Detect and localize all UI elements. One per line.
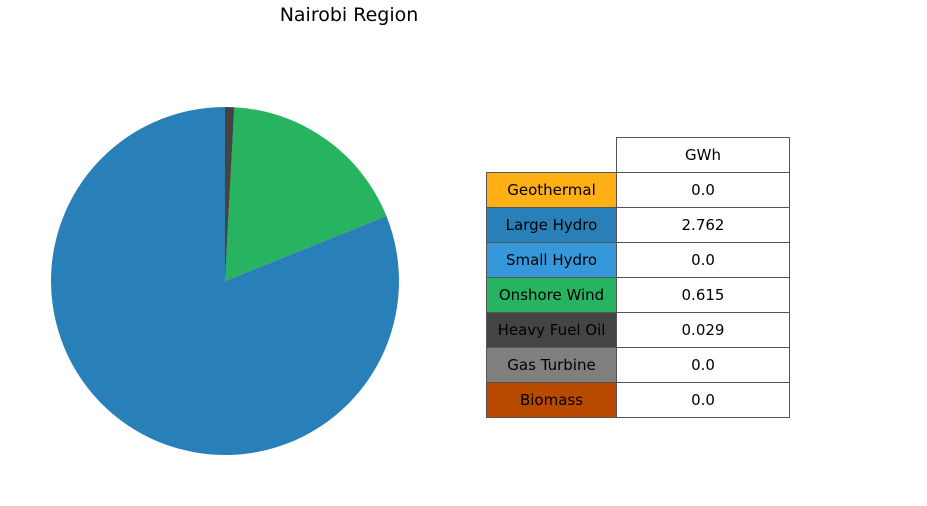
legend-label: Heavy Fuel Oil [486,312,617,348]
table-row: Biomass 0.0 [486,382,790,418]
legend-value: 0.0 [616,347,790,383]
legend-table: GWh Geothermal 0.0 Large Hydro 2.762 Small H… [486,137,790,418]
legend-value: 0.0 [616,242,790,278]
legend-label: Gas Turbine [486,347,617,383]
legend-value: 0.029 [616,312,790,348]
pie-slices [50,107,400,455]
legend-label: Geothermal [486,172,617,208]
table-row: Gas Turbine 0.0 [486,347,790,383]
table-row: Onshore Wind 0.615 [486,277,790,313]
table-row: Heavy Fuel Oil 0.029 [486,312,790,348]
pie-slice-heavy-fuel-oil [225,107,235,281]
legend-label: Onshore Wind [486,277,617,313]
legend-value: 2.762 [616,207,790,243]
table-corner-cell [487,138,617,173]
legend-label: Large Hydro [486,207,617,243]
legend-label: Biomass [486,382,617,418]
table-row: Geothermal 0.0 [486,172,790,208]
chart-title: Nairobi Region [279,4,419,26]
legend-body: Geothermal 0.0 Large Hydro 2.762 Small Hydro… [486,172,790,418]
table-header-row: GWh [487,137,790,173]
table-row: Small Hydro 0.0 [486,242,790,278]
pie-slice-onshore-wind [225,107,387,281]
legend-label: Small Hydro [486,242,617,278]
table-column-header: GWh [616,137,790,173]
legend-value: 0.0 [616,172,790,208]
legend-value: 0.615 [616,277,790,313]
legend-value: 0.0 [616,382,790,418]
table-row: Large Hydro 2.762 [486,207,790,243]
